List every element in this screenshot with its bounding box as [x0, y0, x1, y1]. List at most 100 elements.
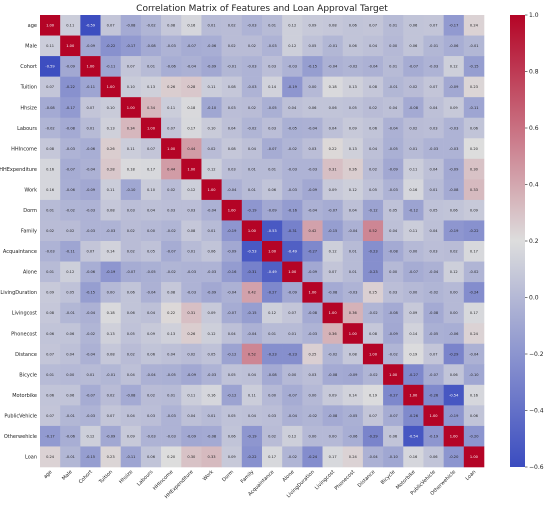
heatmap-cell-Family-Cohort	[80, 220, 101, 242]
heatmap-cell-Family-HHExpenditure	[181, 220, 202, 242]
heatmap-cell-Hhsize-Distance	[362, 97, 384, 119]
heatmap-cell-Alone-Tuition	[100, 261, 122, 283]
cell-value-label: -0.29	[449, 352, 459, 356]
heatmap-cell-Motorbike-Tuition	[100, 384, 122, 406]
cell-value-label: -0.03	[308, 332, 317, 336]
cell-value-label: -0.03	[429, 65, 438, 69]
heatmap-cell-Acquaintance-PublicVehicle	[423, 241, 444, 262]
heatmap-cell-Work-PublicVehicle	[423, 179, 444, 201]
cell-value-label: 0.04	[66, 352, 75, 356]
heatmap-cell-Work-Loan	[463, 179, 485, 201]
heatmap-cell-PublicVehicle-Motorbike	[403, 405, 424, 427]
heatmap-cell-Bicycle-Dorm	[221, 364, 243, 386]
heatmap-cell-Loan-Male	[60, 446, 81, 468]
heatmap-cell-Phonecost-Labours	[140, 323, 162, 345]
column-label-age: age	[43, 469, 54, 480]
cell-value-label: 1.00	[187, 167, 196, 171]
cell-value-label: 0.19	[409, 352, 418, 356]
heatmap-cell-Dorm-Motorbike	[403, 199, 424, 221]
heatmap-cell-Phonecost-LivingDuration	[302, 323, 323, 345]
heatmap-cell-Phonecost-Work	[201, 323, 222, 345]
heatmap-cell-Loan-Otherwehicle	[443, 446, 465, 468]
cell-value-label: 0.04	[248, 373, 257, 377]
heatmap-cell-Alone-HHExpenditure	[181, 261, 202, 283]
heatmap-cell-Alone-Loan	[463, 261, 485, 283]
heatmap-cell-Alone-Dorm	[221, 261, 243, 283]
heatmap-cell-Cohort-LivingDuration	[302, 56, 323, 77]
heatmap-cell-Cohort-Motorbike	[403, 56, 424, 77]
cell-value-label: -0.27	[267, 291, 276, 295]
cell-value-label: -0.01	[106, 373, 115, 377]
cell-value-label: 0.06	[450, 373, 459, 377]
cell-value-label: -0.04	[187, 65, 197, 69]
cell-value-label: -0.07	[167, 250, 176, 254]
heatmap-cell-Livingcost-Tuition	[100, 302, 122, 324]
cell-value-label: 0.06	[228, 434, 237, 438]
cell-value-label: 0.06	[308, 106, 317, 110]
cell-value-label: 0.28	[107, 167, 116, 171]
heatmap-cell-HHExpenditure-HHExpenditure	[181, 158, 202, 180]
heatmap-cell-Otherwehicle-Phonecost	[342, 425, 364, 447]
heatmap-cell-Work-Distance	[362, 179, 384, 201]
cell-value-label: -0.15	[86, 291, 95, 295]
cell-value-label: 0.06	[389, 434, 398, 438]
heatmap-cell-Livingcost-Distance	[362, 302, 384, 324]
cell-value-label: 0.06	[430, 455, 439, 459]
cell-value-label: 0.08	[349, 352, 358, 356]
heatmap-cell-Loan-PublicVehicle	[423, 446, 444, 468]
cell-value-label: -0.10	[469, 373, 479, 377]
cell-value-label: 0.03	[389, 291, 397, 295]
heatmap-cell-Tuition-HHIncome	[161, 76, 182, 98]
cell-value-label: -0.01	[66, 311, 75, 315]
heatmap-cell-Otherwehicle-Otherwehicle	[443, 425, 465, 447]
cell-value-label: 0.18	[107, 311, 116, 315]
heatmap-cell-Hhsize-HHIncome	[161, 97, 182, 119]
cell-value-label: 0.02	[127, 229, 135, 233]
heatmap-cell-LivingDuration-Acquaintance	[262, 282, 283, 303]
cell-value-label: 0.11	[409, 229, 417, 233]
cell-value-label: -0.08	[126, 393, 136, 397]
heatmap-cell-Hhsize-Acquaintance	[262, 97, 283, 119]
cell-value-label: -0.59	[45, 65, 55, 69]
heatmap-cell-LivingDuration-Cohort	[80, 282, 101, 303]
heatmap-cell-Alone-Cohort	[80, 261, 101, 283]
heatmap-cell-Livingcost-Otherwehicle	[443, 302, 465, 324]
cell-value-label: 0.01	[268, 332, 276, 336]
cell-value-label: 0.14	[107, 250, 116, 254]
heatmap-cell-Livingcost-Alone	[282, 302, 303, 324]
cell-value-label: -0.02	[429, 291, 438, 295]
cell-value-label: 0.07	[430, 352, 438, 356]
heatmap-cell-HHExpenditure-Phonecost	[342, 158, 364, 180]
heatmap-cell-age-Alone	[282, 15, 303, 36]
cell-value-label: 0.01	[208, 24, 216, 28]
cell-value-label: 0.02	[268, 434, 276, 438]
cell-value-label: -0.09	[267, 208, 277, 212]
heatmap-cell-Acquaintance-age	[40, 241, 61, 262]
cell-value-label: -0.02	[288, 147, 297, 151]
cell-value-label: 0.05	[308, 44, 316, 48]
heatmap-cell-PublicVehicle-Hhsize	[120, 405, 142, 427]
heatmap-cell-Labours-Male	[60, 117, 81, 139]
heatmap-cell-HHExpenditure-Hhsize	[120, 158, 142, 180]
cell-value-label: 1.00	[288, 270, 297, 274]
heatmap-cell-age-Motorbike	[403, 15, 424, 36]
cell-value-label: -0.08	[207, 434, 217, 438]
cell-value-label: 1.00	[46, 24, 55, 28]
heatmap-cell-Livingcost-LivingDuration	[302, 302, 323, 324]
cell-value-label: 0.01	[147, 65, 155, 69]
heatmap-cell-Loan-Hhsize	[120, 446, 142, 468]
cell-value-label: 0.52	[369, 229, 377, 233]
heatmap-cell-PublicVehicle-Labours	[140, 405, 162, 427]
cell-value-label: -0.31	[247, 270, 256, 274]
cell-value-label: -0.19	[247, 434, 257, 438]
heatmap-cell-Distance-Distance	[362, 343, 384, 365]
cell-value-label: -0.01	[66, 455, 75, 459]
cell-value-label: 0.10	[208, 126, 217, 130]
heatmap-cell-age-age	[40, 15, 61, 36]
cell-value-label: -0.04	[86, 167, 96, 171]
heatmap-cell-Family-Bicycle	[383, 220, 404, 242]
heatmap-cell-Hhsize-Loan	[463, 97, 485, 119]
heatmap-cell-Cohort-Male	[60, 56, 81, 77]
cell-value-label: -0.08	[328, 414, 338, 418]
heatmap-cell-Distance-HHExpenditure	[181, 343, 202, 365]
